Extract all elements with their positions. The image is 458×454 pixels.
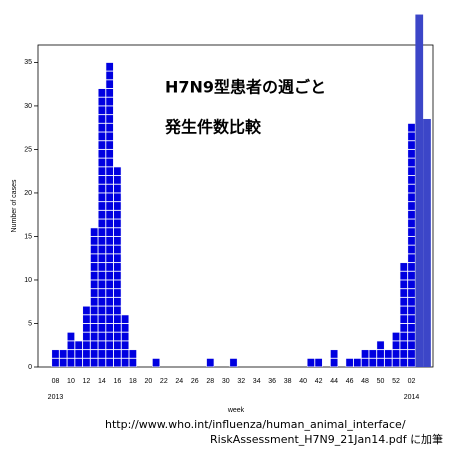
- x-tick-label: 36: [268, 378, 276, 385]
- x-tick-label: 08: [52, 378, 60, 385]
- source-note: RiskAssessment_H7N9_21Jan14.pdf に加筆: [210, 432, 443, 446]
- source-note: http://www.who.int/influenza/human_anima…: [105, 418, 406, 431]
- y-tick-label: 20: [24, 190, 32, 197]
- x-tick-label: 42: [315, 378, 323, 385]
- bar: [129, 349, 137, 367]
- bar: [345, 358, 354, 367]
- x-tick-label: 44: [330, 378, 338, 385]
- annotation: H7N9型患者の週ごと: [165, 78, 326, 97]
- x-tick-label: 20: [144, 378, 152, 385]
- bar: [415, 14, 424, 368]
- bar: [368, 349, 377, 367]
- bar: [353, 358, 362, 367]
- bar: [407, 123, 416, 367]
- bar: [229, 358, 238, 367]
- bar: [361, 349, 369, 367]
- y-tick-label: 30: [24, 103, 32, 110]
- bar: [384, 349, 393, 367]
- x-tick-label: 52: [392, 378, 400, 385]
- bar: [74, 340, 83, 367]
- bar: [423, 118, 431, 367]
- bar: [59, 349, 68, 367]
- x-tick-label: 24: [175, 378, 183, 385]
- y-tick-label: 25: [24, 146, 32, 153]
- y-axis-label: Number of cases: [11, 179, 18, 232]
- bar: [314, 358, 323, 367]
- bar: [399, 262, 408, 367]
- x-tick-label: 22: [160, 378, 168, 385]
- bar: [307, 358, 315, 367]
- bar: [105, 62, 114, 368]
- y-tick-label: 35: [24, 59, 32, 66]
- bar: [121, 314, 129, 367]
- bar: [113, 166, 122, 367]
- x-tick-label: 46: [346, 378, 354, 385]
- bar: [392, 332, 400, 367]
- x-tick-label: 30: [222, 378, 230, 385]
- y-tick-label: 5: [28, 320, 32, 327]
- year-label: 2013: [48, 394, 64, 401]
- x-tick-label: 32: [237, 378, 245, 385]
- bar: [67, 332, 75, 367]
- x-tick-label: 40: [299, 378, 307, 385]
- bar: [376, 340, 385, 367]
- x-tick-label: 26: [191, 378, 199, 385]
- x-tick-label: 38: [284, 378, 292, 385]
- x-tick-label: 18: [129, 378, 137, 385]
- x-tick-label: 50: [377, 378, 385, 385]
- bar: [98, 88, 106, 367]
- bar: [82, 306, 91, 367]
- x-axis-label: week: [227, 407, 245, 414]
- bar: [330, 349, 338, 367]
- y-tick-label: 0: [28, 364, 32, 371]
- year-label: 2014: [404, 394, 420, 401]
- bar: [51, 349, 60, 367]
- x-tick-label: 02: [408, 378, 416, 385]
- y-tick-label: 15: [24, 233, 32, 240]
- y-tick-label: 10: [24, 277, 32, 284]
- annotation: 発生件数比較: [164, 118, 262, 137]
- x-tick-label: 16: [113, 378, 121, 385]
- x-tick-label: 14: [98, 378, 106, 385]
- x-tick-label: 12: [83, 378, 91, 385]
- bar: [152, 358, 160, 367]
- x-tick-label: 48: [361, 378, 369, 385]
- x-tick-label: 34: [253, 378, 261, 385]
- bar: [90, 227, 99, 367]
- bar: [206, 358, 215, 367]
- x-tick-label: 28: [206, 378, 214, 385]
- x-tick-label: 10: [67, 378, 75, 385]
